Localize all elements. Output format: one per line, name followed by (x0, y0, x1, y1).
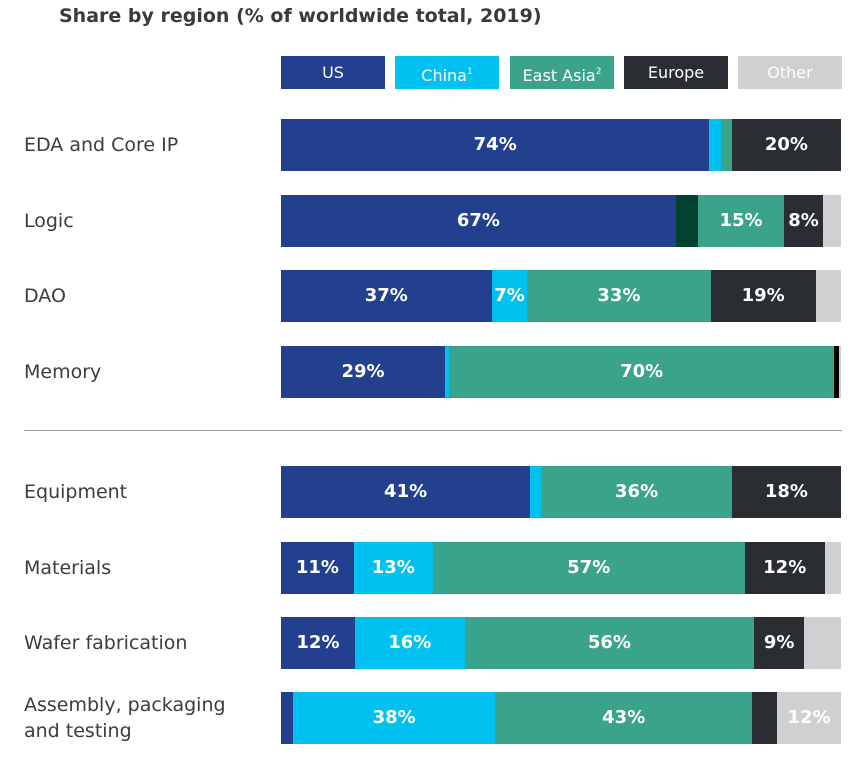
bar-segment-europe (710, 270, 816, 322)
bar-segment-europe (754, 617, 805, 669)
data-label: 15% (719, 210, 763, 231)
bar-segment-china (354, 617, 465, 669)
category-label: Wafer fabrication (24, 632, 188, 654)
bar-segment-other (824, 542, 841, 594)
bar-segment-us (281, 346, 446, 398)
data-label: 16% (388, 632, 432, 653)
bar-segment-europe (731, 466, 841, 518)
bar-segment-east_asia (698, 195, 784, 247)
data-label: 12% (787, 707, 831, 728)
data-label: 70% (620, 361, 664, 382)
bar-segment-china (445, 346, 449, 398)
bar-segment-china (491, 270, 528, 322)
legend-label: East Asia (522, 66, 596, 85)
bar-segment-us (281, 542, 354, 594)
legend-label: US (322, 63, 344, 82)
data-label: 57% (567, 557, 611, 578)
legend-item-china: China1 (395, 56, 499, 89)
bar-segment-europe (783, 195, 824, 247)
data-label: 20% (764, 134, 808, 155)
bar-segment-china (709, 119, 721, 171)
bar-segment-other (823, 195, 841, 247)
data-label: 13% (371, 557, 415, 578)
data-label: 12% (763, 557, 807, 578)
bar-segment-us (281, 119, 710, 171)
category-label: Materials (24, 557, 112, 579)
legend-item-europe: Europe (624, 56, 728, 89)
bar-segment-east_asia (464, 617, 755, 669)
category-label: Assembly, packaging and testing (24, 694, 226, 742)
bar-segment-us (281, 195, 676, 247)
bar-segment-europe (744, 542, 825, 594)
legend-footnote: 1 (466, 67, 473, 77)
data-label: 41% (384, 481, 428, 502)
legend-footnote: 2 (595, 67, 602, 77)
legend-label: Other (767, 63, 813, 82)
category-label: Memory (24, 361, 102, 383)
legend-label: Europe (647, 63, 705, 82)
data-label: 37% (364, 285, 408, 306)
data-label: 67% (456, 210, 500, 231)
category-label: DAO (24, 285, 66, 307)
bar-segment-europe (675, 195, 699, 247)
bar-segment-china (292, 692, 496, 744)
data-label: 74% (473, 134, 517, 155)
legend-label: China (421, 66, 467, 85)
data-label: 43% (602, 707, 646, 728)
data-label: 18% (764, 481, 808, 502)
data-label: 56% (587, 632, 631, 653)
bar-segment-other (804, 617, 841, 669)
bar-segment-china (530, 466, 542, 518)
legend-item-us: US (281, 56, 385, 89)
category-label: EDA and Core IP (24, 134, 179, 156)
data-label: 29% (341, 361, 385, 382)
data-label: 7% (494, 285, 525, 306)
legend-item-east_asia: East Asia2 (510, 56, 614, 89)
data-label: 36% (615, 481, 659, 502)
bar-segment-us (281, 692, 293, 744)
bar-segment-us (281, 466, 531, 518)
group-divider (24, 430, 842, 431)
bar-segment-east_asia (432, 542, 745, 594)
category-label: Logic (24, 210, 74, 232)
bar-segment-europe (834, 346, 839, 398)
bar-segment-us (281, 617, 355, 669)
bar-segment-china (353, 542, 433, 594)
legend-item-other: Other (738, 56, 842, 89)
bar-segment-other (777, 692, 841, 744)
data-label: 38% (372, 707, 416, 728)
bar-segment-east_asia (527, 270, 711, 322)
data-label: 9% (763, 632, 795, 653)
data-label: 33% (597, 285, 641, 306)
bar-segment-us (281, 270, 492, 322)
bar-segment-europe (751, 692, 778, 744)
bar-segment-east_asia (449, 346, 835, 398)
bar-segment-other (815, 270, 841, 322)
bar-segment-east_asia (720, 119, 732, 171)
data-label: 19% (741, 285, 785, 306)
category-label: Equipment (24, 481, 128, 503)
bar-segment-europe (731, 119, 841, 171)
bar-segment-east_asia (495, 692, 752, 744)
bar-segment-east_asia (541, 466, 732, 518)
data-label: 8% (788, 210, 819, 231)
bar-segment-other (838, 346, 841, 398)
chart-title: Share by region (% of worldwide total, 2… (59, 5, 542, 27)
data-label: 12% (296, 632, 340, 653)
data-label: 11% (295, 557, 339, 578)
